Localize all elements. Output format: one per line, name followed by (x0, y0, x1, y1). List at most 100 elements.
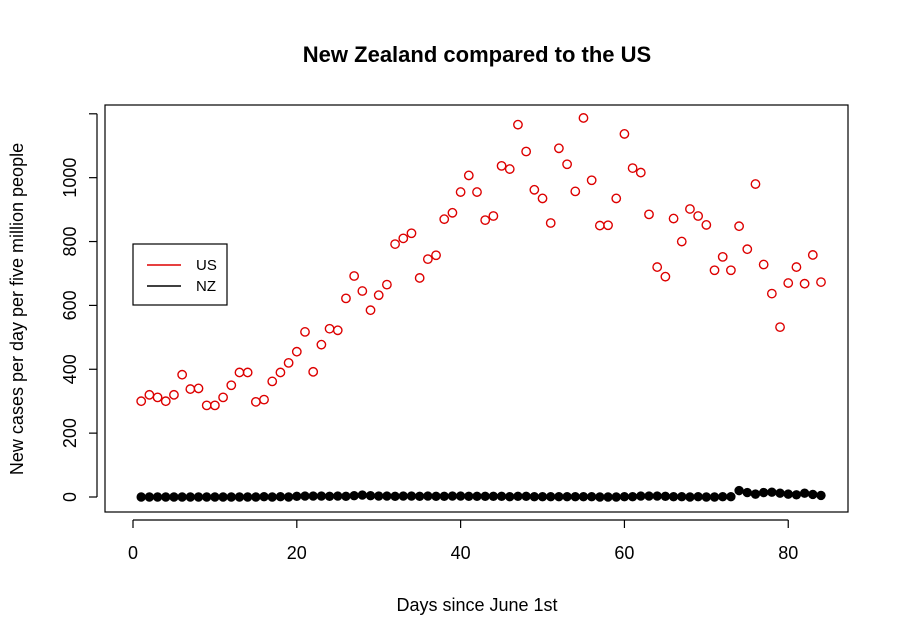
nz-point (709, 492, 720, 502)
us-point (349, 271, 360, 281)
legend-label-nz: NZ (196, 278, 216, 295)
nz-point (439, 491, 449, 502)
us-point (537, 193, 548, 204)
y-tick-label: 400 (60, 354, 80, 384)
y-axis: 0 200 400 600 800 1000 (60, 113, 98, 502)
x-tick-label: 20 (287, 543, 307, 563)
us-point (283, 357, 294, 368)
us-point (504, 164, 515, 174)
us-point (488, 211, 499, 221)
legend: US NZ (132, 243, 228, 306)
nz-point (242, 492, 253, 502)
series-nz (136, 485, 826, 502)
nz-point (234, 492, 245, 502)
us-point (390, 239, 400, 249)
x-tick-label: 40 (451, 543, 471, 563)
nz-point (423, 491, 433, 501)
chart-title: New Zealand compared to the US (303, 42, 651, 67)
us-point (259, 394, 269, 405)
nz-point (431, 491, 441, 502)
nz-point (668, 491, 679, 502)
nz-point (357, 490, 368, 500)
nz-point (718, 491, 728, 502)
us-point (652, 262, 663, 272)
us-point (644, 209, 654, 220)
us-point (185, 384, 196, 394)
us-point (398, 233, 409, 244)
nz-point (267, 492, 277, 502)
nz-point (414, 491, 425, 502)
nz-point (808, 489, 818, 500)
x-axis-label: Days since June 1st (396, 595, 557, 615)
us-point (603, 220, 613, 231)
us-point (783, 278, 794, 288)
nz-point (627, 491, 638, 502)
nz-point (546, 491, 556, 502)
nz-point (578, 491, 589, 502)
us-point (463, 170, 474, 181)
nz-point (365, 491, 376, 501)
nz-point (177, 492, 187, 502)
us-point (365, 305, 376, 316)
nz-point (390, 491, 400, 502)
nz-point (701, 492, 712, 502)
us-point (775, 322, 785, 333)
us-point (316, 339, 327, 350)
us-point (136, 396, 147, 407)
us-point (562, 159, 572, 170)
us-point (627, 163, 638, 173)
nz-point (398, 491, 408, 501)
us-point (226, 380, 237, 391)
us-point (218, 392, 228, 403)
y-tick-label: 800 (60, 227, 80, 257)
x-tick-label: 80 (778, 543, 798, 563)
nz-point (472, 491, 482, 502)
us-point (578, 113, 589, 123)
us-point (275, 367, 286, 378)
nz-point (292, 491, 302, 502)
us-point (529, 184, 540, 195)
us-point (750, 179, 761, 189)
us-point (717, 251, 728, 262)
us-point (308, 366, 319, 377)
nz-point (316, 491, 327, 501)
us-point (734, 221, 744, 232)
nz-point (259, 491, 269, 502)
nz-point (464, 491, 474, 502)
nz-point (513, 491, 523, 502)
nz-point (636, 491, 646, 501)
us-point (357, 286, 368, 296)
us-point (660, 271, 671, 282)
nz-point (726, 491, 736, 502)
legend-label-us: US (196, 257, 217, 274)
nz-point (374, 491, 384, 501)
legend-box (132, 243, 228, 306)
nz-point (406, 491, 417, 501)
nz-point (275, 491, 286, 502)
us-point (701, 220, 712, 230)
nz-point (660, 491, 671, 502)
nz-point (505, 491, 515, 502)
us-point (332, 325, 343, 336)
us-point (619, 129, 630, 139)
plot-frame (104, 104, 849, 513)
nz-point (218, 492, 228, 502)
nz-point (333, 491, 343, 501)
nz-point (349, 491, 359, 501)
nz-point (529, 491, 540, 502)
us-point (758, 259, 769, 270)
us-point (250, 396, 261, 407)
nz-point (554, 491, 564, 502)
nz-point (226, 492, 236, 502)
nz-point (603, 492, 613, 502)
us-point (816, 277, 826, 287)
us-point (766, 288, 777, 299)
nz-point (521, 491, 531, 502)
nz-point (193, 492, 204, 502)
nz-point (791, 490, 802, 500)
nz-point (300, 491, 310, 501)
y-axis-label: New cases per day per five million peopl… (7, 143, 27, 475)
us-point (521, 146, 532, 157)
us-point (480, 215, 491, 226)
